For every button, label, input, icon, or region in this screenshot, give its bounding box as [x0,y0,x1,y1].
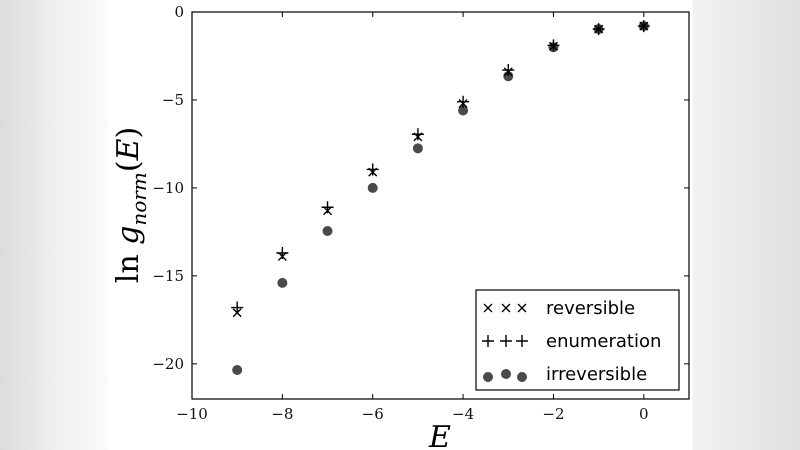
x-tick-label: −10 [176,405,208,423]
legend-reversible-marker [501,303,511,313]
legend-enumeration-marker [516,335,528,347]
enumeration-point [592,23,605,36]
enumeration-point [502,64,515,77]
legend-label-enumeration: enumeration [546,331,661,352]
legend-irreversible-marker [517,372,527,382]
irreversible-point [322,226,333,237]
y-tick-label: −15 [152,267,184,285]
irreversible-point [367,182,378,193]
x-tick-label: −4 [452,405,474,423]
legend-enumeration-marker [500,335,512,347]
y-tick-label: 0 [174,3,184,21]
irreversible-point [458,105,469,116]
legend-irreversible-marker [501,369,511,379]
legend-label-reversible: reversible [546,298,635,319]
irreversible-point [277,277,288,288]
y-tick-label: −5 [162,91,184,109]
enumeration-point [547,39,560,52]
enumeration-point [637,20,650,33]
x-tick-label: −6 [362,405,384,423]
irreversible-point [412,143,423,154]
enumeration-point [411,128,424,141]
legend-irreversible-marker [483,372,493,382]
y-tick-label: −10 [152,179,184,197]
legend-reversible-marker [517,303,527,313]
y-axis-label: ln gnorm(E) [111,127,151,283]
x-tick-label: −2 [542,405,564,423]
enumeration-point [231,301,244,314]
enumeration-point [321,201,334,214]
legend-label-irreversible: irreversible [546,364,647,385]
enumeration-point [457,95,470,108]
legend: reversible enumeration irreversible [475,289,680,391]
irreversible-point [232,364,243,375]
legend-reversible-marker [483,303,493,313]
enumeration-point [276,246,289,259]
x-tick-label: −8 [271,405,293,423]
x-axis-label: E [428,420,451,450]
x-tick-label: 0 [639,405,649,423]
enumeration-point [366,163,379,176]
legend-enumeration-marker [482,335,494,347]
y-tick-label: −20 [152,355,184,373]
